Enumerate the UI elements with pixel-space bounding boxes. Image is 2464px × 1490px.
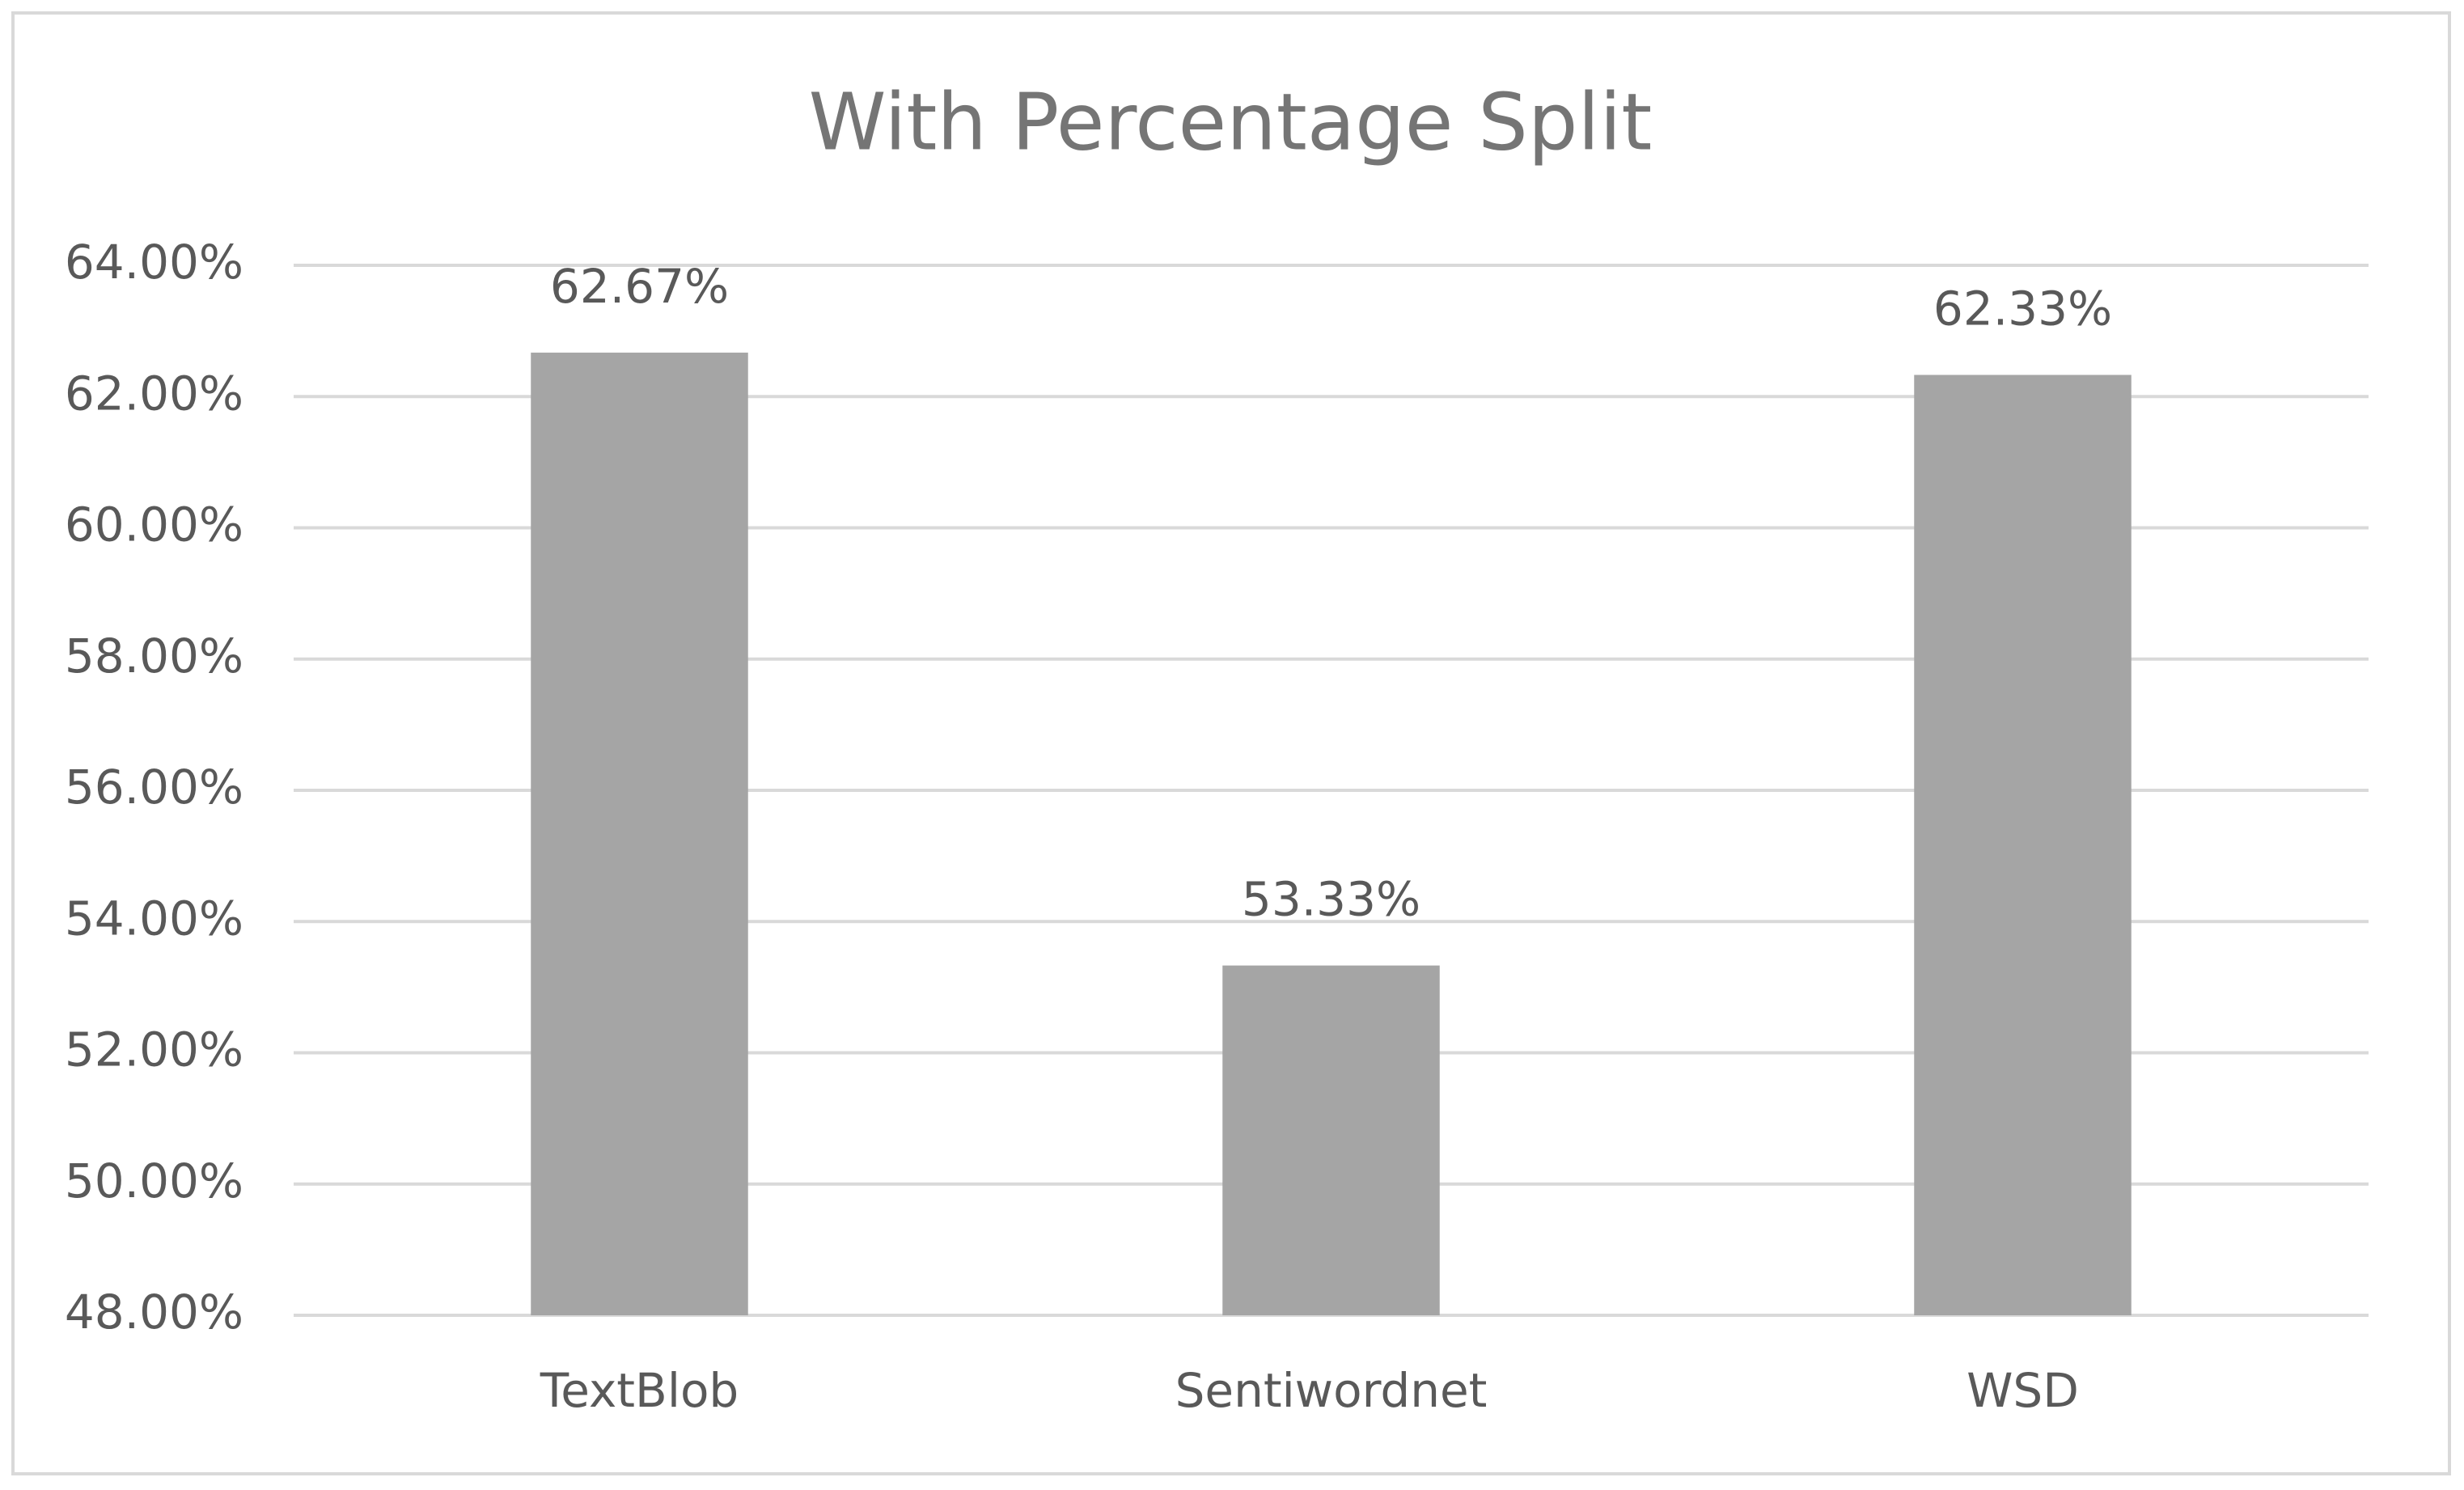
y-tick-label: 62.00% xyxy=(65,366,243,421)
y-tick-label: 60.00% xyxy=(65,497,243,552)
x-tick-label: TextBlob xyxy=(540,1363,739,1418)
y-tick-label: 58.00% xyxy=(65,629,243,684)
y-tick-label: 64.00% xyxy=(65,235,243,290)
data-label: 53.33% xyxy=(1242,872,1420,927)
data-label: 62.33% xyxy=(1933,281,2112,337)
x-tick-label: Sentiwordnet xyxy=(1175,1363,1488,1418)
y-tick-label: 52.00% xyxy=(65,1022,243,1077)
y-tick-label: 56.00% xyxy=(65,760,243,815)
y-tick-label: 48.00% xyxy=(65,1285,243,1340)
data-label: 62.67% xyxy=(550,259,729,314)
y-tick-label: 50.00% xyxy=(65,1153,243,1209)
bar xyxy=(1914,375,2132,1315)
x-tick-label: WSD xyxy=(1967,1363,2079,1418)
bar xyxy=(531,352,748,1315)
y-tick-label: 54.00% xyxy=(65,891,243,946)
bar xyxy=(1222,965,1440,1315)
chart-title: With Percentage Split xyxy=(809,76,1653,167)
